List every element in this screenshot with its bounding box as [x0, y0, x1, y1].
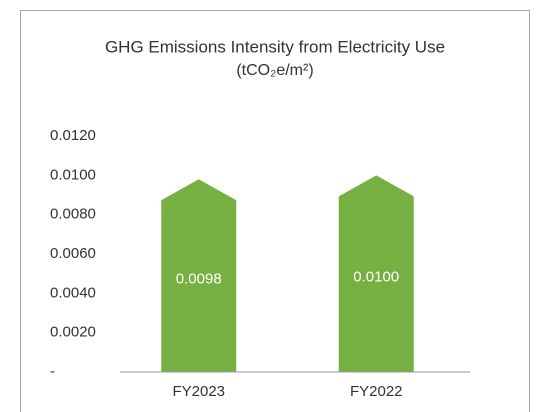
data-label: 0.0100: [353, 269, 399, 286]
y-tick-label: 0.0120: [50, 127, 96, 144]
y-tick-label: 0.0060: [50, 245, 96, 262]
chart-subtitle: (tCO₂e/m²): [236, 62, 313, 79]
y-tick-label: 0.0040: [50, 284, 96, 301]
bar: [338, 175, 414, 372]
chart-title: GHG Emissions Intensity from Electricity…: [105, 37, 445, 56]
bar: [161, 179, 237, 372]
chart-border: [20, 10, 530, 412]
data-label: 0.0098: [176, 271, 222, 288]
y-tick-label: -: [50, 363, 55, 380]
x-tick-label: FY2023: [172, 383, 225, 400]
y-tick-label: 0.0020: [50, 324, 96, 341]
y-tick-label: 0.0080: [50, 206, 96, 223]
x-tick-label: FY2022: [350, 383, 403, 400]
y-tick-label: 0.0100: [50, 166, 96, 183]
